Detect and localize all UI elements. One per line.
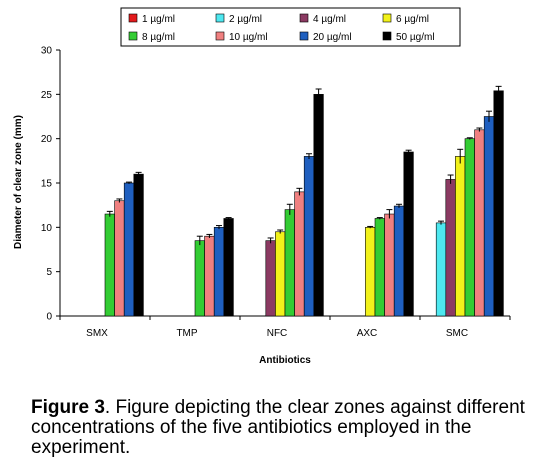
legend-swatch [299, 31, 309, 41]
bar [104, 213, 115, 317]
x-axis-label: Antibiotics [259, 355, 311, 366]
legend-swatch [128, 31, 138, 41]
legend-swatch [382, 31, 392, 41]
legend-label: 4 µg/ml [313, 14, 346, 25]
bar [303, 156, 315, 317]
bar [284, 209, 295, 317]
bar [365, 227, 376, 317]
y-tick-label: 25 [41, 90, 53, 101]
legend-swatch [299, 13, 309, 23]
bar [374, 218, 385, 317]
x-tick-label: TMP [176, 328, 197, 339]
y-tick-label: 5 [46, 267, 52, 278]
legend-label: 10 µg/ml [229, 32, 268, 43]
bar [455, 156, 466, 317]
figure-caption-label: Figure 3 [31, 397, 105, 418]
bar [483, 116, 495, 317]
legend: 1 µg/ml 2 µg/ml 4 µg/ml 6 µg/ml 8 µg/ml 10 µg… [120, 7, 461, 47]
bar [265, 240, 276, 317]
plot-area: 0 5 10 15 20 25 30 SMX TMP NFC AXC SMC [41, 46, 511, 339]
x-tick-label: NFC [267, 328, 288, 339]
bar-chart: 1 µg/ml 2 µg/ml 4 µg/ml 6 µg/ml 8 µg/ml 10 µg… [13, 7, 511, 366]
legend-label: 2 µg/ml [229, 14, 262, 25]
y-axis-label: Diameter of clear zone (mm) [13, 115, 24, 249]
bar [133, 173, 144, 317]
legend-swatch [215, 13, 225, 23]
bar [435, 222, 447, 317]
bar [474, 129, 485, 317]
bar [464, 138, 475, 317]
x-tick-label: SMX [86, 328, 108, 339]
bar [223, 218, 234, 317]
legend-label: 50 µg/ml [396, 32, 435, 43]
x-tick-label: AXC [357, 328, 378, 339]
y-tick-label: 0 [46, 312, 52, 323]
legend-label: 8 µg/ml [142, 32, 175, 43]
legend-swatch [215, 31, 225, 41]
y-tick-label: 15 [41, 179, 53, 190]
bar [403, 151, 414, 317]
bar [123, 182, 135, 317]
legend-label: 1 µg/ml [142, 14, 175, 25]
bar [275, 231, 286, 317]
legend-swatch [382, 13, 392, 23]
bar [294, 191, 305, 317]
y-tick-label: 20 [41, 134, 53, 145]
bar [445, 179, 456, 317]
bar [213, 227, 225, 317]
legend-label: 6 µg/ml [396, 14, 429, 25]
legend-label: 20 µg/ml [313, 32, 352, 43]
x-tick-label: SMC [446, 328, 468, 339]
figure-caption: Figure 3. Figure depicting the clear zon… [31, 398, 526, 458]
legend-box [120, 7, 461, 47]
bar [204, 235, 215, 317]
bar [393, 205, 405, 317]
y-tick-label: 10 [41, 223, 53, 234]
y-tick-label: 30 [41, 46, 53, 57]
bar [313, 94, 324, 317]
bar [493, 90, 504, 317]
bar [194, 240, 205, 317]
bar [114, 200, 125, 317]
figure-caption-text: . Figure depicting the clear zones again… [31, 397, 525, 458]
legend-swatch [128, 13, 138, 23]
bar [384, 213, 395, 317]
